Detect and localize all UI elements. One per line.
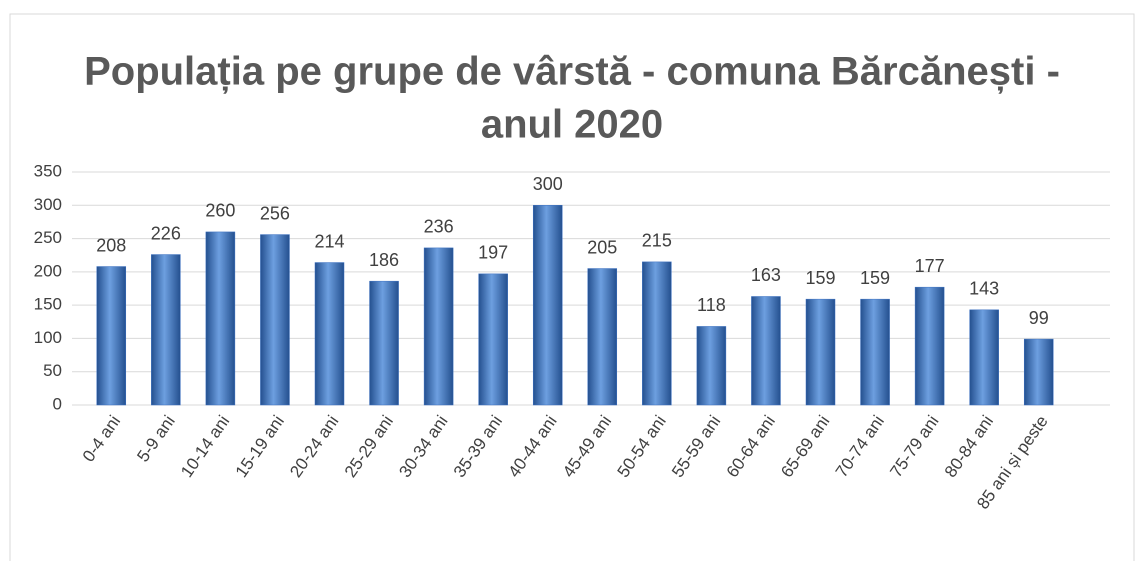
- y-tick-label: 100: [34, 328, 62, 347]
- value-label: 260: [205, 201, 235, 221]
- value-label: 143: [969, 279, 999, 299]
- bar: [587, 268, 618, 406]
- y-tick-label: 250: [34, 228, 62, 247]
- value-label: 186: [369, 250, 399, 270]
- bar: [914, 286, 945, 406]
- bar: [1023, 338, 1054, 406]
- y-tick-label: 0: [53, 394, 62, 413]
- value-label: 159: [805, 268, 835, 288]
- bar: [969, 309, 999, 406]
- value-label: 205: [587, 237, 617, 257]
- bar: [478, 273, 508, 406]
- value-label: 226: [151, 223, 181, 243]
- y-tick-label: 350: [34, 161, 62, 180]
- value-label: 208: [96, 235, 126, 255]
- value-label: 256: [260, 203, 290, 223]
- value-label: 236: [424, 217, 454, 237]
- value-label: 214: [314, 231, 344, 251]
- chart-title: anul 2020: [481, 103, 663, 147]
- value-label: 197: [478, 243, 508, 263]
- value-label: 300: [533, 174, 563, 194]
- value-label: 215: [642, 231, 672, 251]
- value-label: 163: [751, 265, 781, 285]
- y-tick-label: 150: [34, 295, 62, 314]
- bar: [805, 298, 836, 406]
- bar: [860, 298, 890, 406]
- bar: [642, 261, 672, 406]
- bar: [751, 296, 781, 406]
- bar: [96, 266, 127, 406]
- value-label: 177: [915, 256, 945, 276]
- bar: [369, 280, 399, 406]
- bar: [532, 205, 563, 406]
- bar: [314, 262, 345, 406]
- chart-title: Populația pe grupe de vârstă - comuna Bă…: [84, 50, 1060, 94]
- bar: [260, 234, 290, 406]
- bar: [423, 247, 454, 406]
- bar: [205, 231, 236, 406]
- bar: [151, 254, 181, 406]
- value-label: 99: [1029, 308, 1049, 328]
- y-tick-label: 50: [43, 361, 62, 380]
- chart-frame: [9, 13, 1135, 561]
- y-tick-label: 200: [34, 261, 62, 280]
- y-tick-label: 300: [34, 195, 62, 214]
- value-label: 118: [697, 295, 726, 315]
- value-label: 159: [860, 268, 890, 288]
- bar: [696, 326, 727, 406]
